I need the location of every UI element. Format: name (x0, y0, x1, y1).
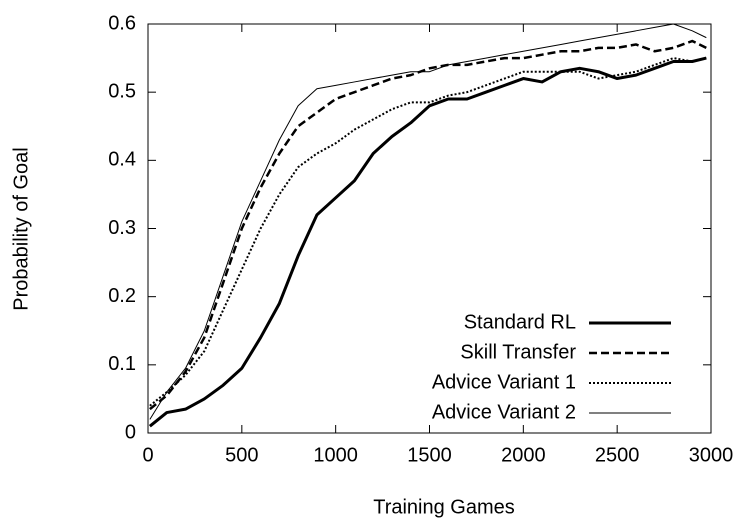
x-tick-label: 1000 (313, 444, 358, 466)
x-tick-label: 2500 (595, 444, 640, 466)
legend-label: Skill Transfer (460, 341, 576, 363)
legend-label: Standard RL (464, 311, 576, 333)
x-tick-label: 0 (142, 444, 153, 466)
plot-frame (147, 23, 712, 434)
y-axis-label: Probability of Goal (10, 147, 32, 310)
x-axis-label: Training Games (373, 496, 515, 518)
series-line (149, 23, 707, 420)
series-line (149, 57, 707, 407)
y-tick-label: 0.1 (108, 353, 136, 375)
x-tick-label: 3000 (689, 444, 734, 466)
series-line (148, 56, 707, 428)
y-tick-label: 0.6 (108, 12, 136, 34)
legend-label: Advice Variant 2 (432, 401, 576, 423)
x-tick-label: 1500 (407, 444, 452, 466)
y-tick-label: 0.2 (108, 285, 136, 307)
y-tick-label: 0.5 (108, 80, 136, 102)
series-line (149, 39, 707, 411)
legend-label: Advice Variant 1 (432, 371, 576, 393)
y-tick-label: 0 (125, 421, 136, 443)
y-tick-label: 0.3 (108, 217, 136, 239)
x-tick-label: 2000 (501, 444, 546, 466)
x-tick-label: 500 (225, 444, 258, 466)
y-tick-label: 0.4 (108, 149, 136, 171)
